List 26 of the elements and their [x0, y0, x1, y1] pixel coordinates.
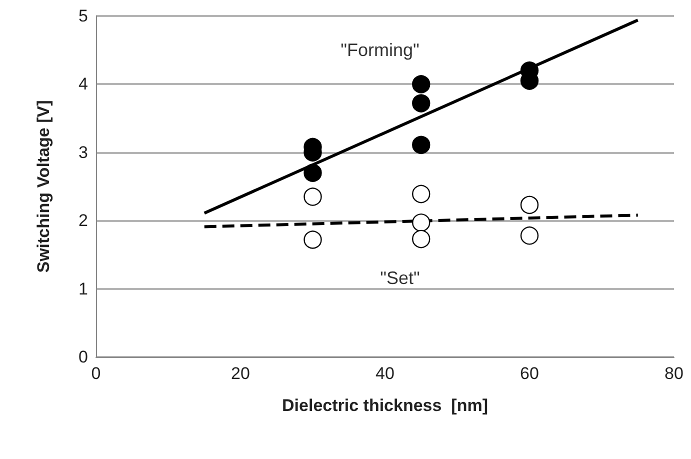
- point: [304, 188, 322, 206]
- annotation: "Forming": [340, 40, 420, 60]
- y-tick-label: 3: [78, 142, 88, 162]
- point: [412, 94, 430, 112]
- point: [520, 196, 539, 214]
- point: [412, 136, 430, 154]
- x-tick-label: 20: [231, 364, 250, 383]
- y-tick-label: 1: [78, 279, 88, 298]
- point: [412, 214, 430, 232]
- x-tick-label: 80: [664, 364, 684, 383]
- point: [412, 184, 430, 204]
- point: [520, 226, 539, 245]
- x-tick-label: 0: [91, 364, 101, 383]
- point: [412, 75, 430, 94]
- y-axis-title: Switching Voltage [V]: [34, 100, 53, 273]
- y-tick-label: 4: [78, 74, 88, 94]
- y-tick-label: 2: [78, 211, 88, 230]
- x-tick-label: 40: [376, 364, 394, 383]
- point: [304, 230, 322, 249]
- y-tick-label: 5: [78, 6, 88, 26]
- point: [412, 230, 430, 248]
- x-tick-label: 60: [520, 364, 539, 383]
- x-axis-title: Dielectric thickness [nm]: [282, 396, 488, 415]
- point: [304, 164, 322, 182]
- y-tick-label: 0: [78, 348, 88, 366]
- annotation: "Set": [380, 268, 420, 288]
